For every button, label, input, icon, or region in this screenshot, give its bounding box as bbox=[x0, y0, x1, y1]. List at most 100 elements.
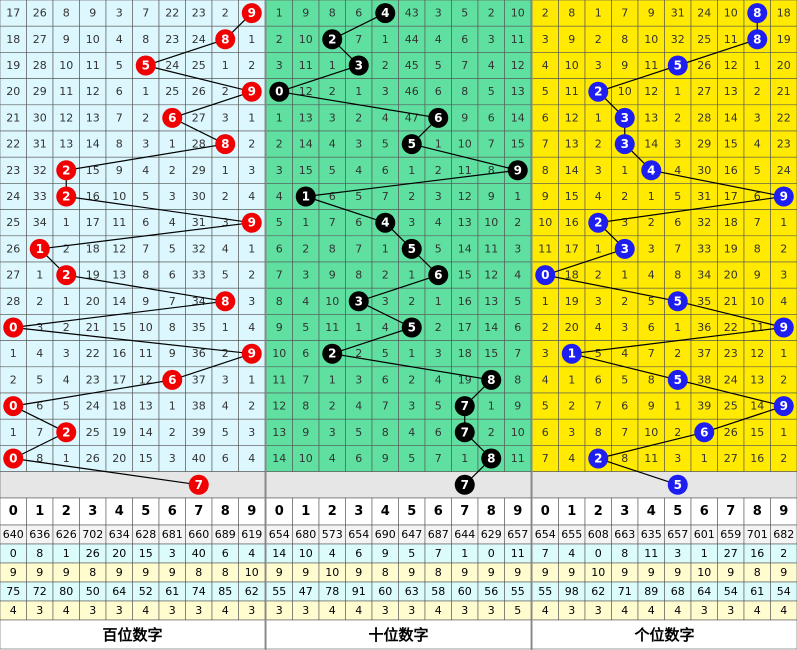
stat-value: 1 bbox=[701, 547, 708, 560]
stat-value: 71 bbox=[618, 585, 632, 598]
miss-count: 7 bbox=[329, 216, 336, 229]
miss-count: 1 bbox=[435, 138, 442, 151]
footer bbox=[265, 619, 532, 650]
cell bbox=[52, 497, 80, 526]
cell bbox=[451, 0, 479, 27]
ball-number: 3 bbox=[621, 137, 629, 151]
cell bbox=[26, 25, 54, 53]
cell bbox=[477, 209, 505, 237]
ball bbox=[773, 396, 794, 417]
miss-count: 5 bbox=[621, 373, 628, 386]
cell bbox=[477, 418, 505, 446]
miss-count: 33 bbox=[697, 242, 711, 255]
stat-value: 9 bbox=[276, 566, 283, 579]
miss-count: 6 bbox=[222, 452, 229, 465]
miss-count: 1 bbox=[142, 85, 149, 98]
miss-count: 24 bbox=[724, 373, 738, 386]
stat-value: 4 bbox=[355, 604, 362, 617]
miss-count: 7 bbox=[461, 59, 468, 72]
stat-value: 9 bbox=[10, 566, 17, 579]
cell bbox=[371, 78, 399, 106]
miss-count: 25 bbox=[86, 426, 100, 439]
miss-count: 7 bbox=[142, 242, 149, 255]
cell bbox=[743, 287, 771, 315]
ball bbox=[641, 160, 662, 181]
cell bbox=[26, 261, 54, 289]
stat-value: 4 bbox=[780, 604, 787, 617]
miss-count: 10 bbox=[511, 426, 525, 439]
cell bbox=[717, 392, 745, 420]
cell bbox=[79, 156, 107, 184]
miss-count: 37 bbox=[192, 373, 206, 386]
cell bbox=[451, 130, 479, 158]
miss-count: 3 bbox=[276, 164, 283, 177]
miss-count: 6 bbox=[355, 452, 362, 465]
miss-count: 5 bbox=[461, 7, 468, 20]
cell bbox=[451, 445, 479, 472]
miss-count: 3 bbox=[648, 242, 655, 255]
miss-count: 14 bbox=[458, 242, 472, 255]
miss-count: 17 bbox=[458, 321, 472, 334]
cell bbox=[26, 340, 54, 368]
cell bbox=[211, 314, 239, 341]
miss-count: 7 bbox=[648, 347, 655, 360]
stat-value: 5 bbox=[514, 604, 521, 617]
miss-count: 3 bbox=[488, 33, 495, 46]
ball-number: 2 bbox=[62, 425, 70, 439]
miss-count: 2 bbox=[754, 85, 761, 98]
cell bbox=[345, 392, 373, 420]
cell bbox=[265, 0, 293, 27]
cell bbox=[185, 445, 213, 472]
cell bbox=[690, 497, 718, 526]
stat-value: 1 bbox=[63, 547, 70, 560]
miss-count: 10 bbox=[325, 295, 339, 308]
miss-count: 1 bbox=[621, 164, 628, 177]
stat-value: 9 bbox=[780, 566, 787, 579]
cell bbox=[158, 392, 186, 420]
stat-value: 655 bbox=[561, 528, 582, 541]
stat-value: 55 bbox=[538, 585, 552, 598]
digit-header: 0 bbox=[9, 504, 18, 519]
ball-number: 7 bbox=[461, 478, 469, 492]
cell bbox=[52, 235, 80, 263]
stat-value: 3 bbox=[382, 604, 389, 617]
miss-count: 25 bbox=[165, 85, 179, 98]
ball bbox=[454, 474, 475, 495]
miss-count: 15 bbox=[112, 321, 126, 334]
miss-count: 24 bbox=[165, 59, 179, 72]
stat-value: 75 bbox=[6, 585, 20, 598]
ball bbox=[401, 134, 422, 155]
ball-number: 9 bbox=[514, 163, 522, 177]
miss-count: 4 bbox=[116, 33, 123, 46]
cell bbox=[477, 261, 505, 289]
miss-count: 5 bbox=[222, 269, 229, 282]
stat-value: 690 bbox=[375, 528, 396, 541]
miss-count: 2 bbox=[248, 269, 255, 282]
stat-value: 628 bbox=[135, 528, 156, 541]
cell bbox=[743, 418, 771, 446]
ball bbox=[215, 134, 236, 155]
ball-number: 6 bbox=[168, 373, 176, 387]
cell bbox=[158, 418, 186, 446]
miss-count: 3 bbox=[514, 242, 521, 255]
ball-number: 2 bbox=[62, 163, 70, 177]
cell bbox=[158, 445, 186, 472]
cell bbox=[265, 261, 293, 289]
ball-number: 9 bbox=[248, 216, 256, 230]
miss-count: 26 bbox=[6, 242, 20, 255]
cell bbox=[690, 183, 718, 210]
cell bbox=[398, 209, 426, 237]
miss-count: 5 bbox=[302, 321, 309, 334]
cell bbox=[0, 52, 27, 79]
stat-value: 20 bbox=[112, 547, 126, 560]
miss-count: 8 bbox=[621, 33, 628, 46]
cell bbox=[451, 25, 479, 53]
cell bbox=[664, 314, 692, 341]
cell bbox=[558, 287, 586, 315]
miss-count: 4 bbox=[595, 321, 602, 334]
miss-count: 2 bbox=[276, 138, 283, 151]
miss-count: 4 bbox=[222, 242, 229, 255]
miss-count: 32 bbox=[33, 164, 47, 177]
miss-count: 4 bbox=[754, 138, 761, 151]
cell bbox=[611, 25, 639, 53]
